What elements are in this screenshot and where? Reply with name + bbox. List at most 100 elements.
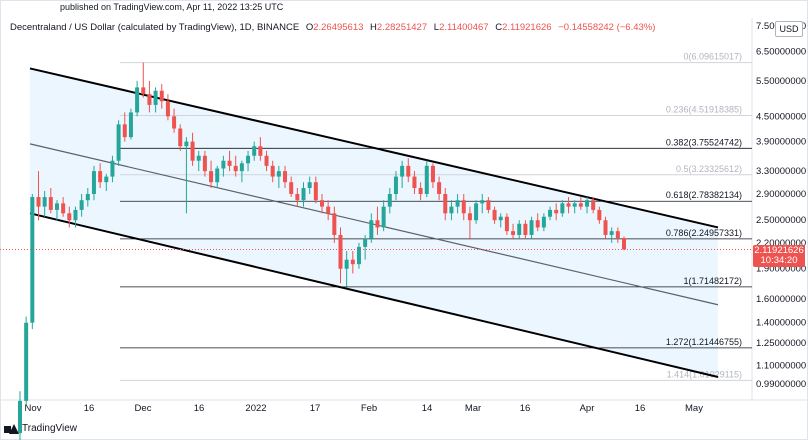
candle-body xyxy=(548,209,553,217)
candle-body xyxy=(122,124,127,138)
y-tick-label: 1.25000000 xyxy=(756,338,806,349)
candle-body xyxy=(591,200,596,210)
y-tick-label: 2.90000000 xyxy=(756,189,806,200)
candle-body xyxy=(246,155,251,164)
candle-body xyxy=(128,112,133,138)
candle-body xyxy=(585,200,590,207)
candle-body xyxy=(116,124,121,161)
candle-body xyxy=(252,146,257,156)
candle-body xyxy=(147,94,152,105)
tradingview-footer[interactable]: TradingView xyxy=(4,423,77,434)
candle-body xyxy=(578,203,583,207)
candle-body xyxy=(178,128,183,147)
candle-body xyxy=(455,200,460,207)
tradingview-logo-icon xyxy=(4,423,19,434)
candle-body xyxy=(258,146,263,156)
candle-body xyxy=(301,187,306,201)
symbol-title: Decentraland / US Dollar (calculated by … xyxy=(10,22,300,33)
close-label: C xyxy=(495,22,503,33)
x-tick-label: Dec xyxy=(135,403,152,414)
fib-label-0.236: 0.236(4.51918385) xyxy=(666,105,742,115)
symbol-legend[interactable]: Decentraland / US Dollar (calculated by … xyxy=(10,22,655,33)
candle-body xyxy=(221,160,226,169)
candle-body xyxy=(110,160,115,177)
candle-body xyxy=(165,101,170,117)
candle-body xyxy=(523,223,528,235)
bar-countdown: 10:34:20 xyxy=(760,255,798,266)
x-tick-label: Feb xyxy=(361,403,377,414)
y-tick-label: 3.90000000 xyxy=(756,137,806,148)
candle-body xyxy=(54,203,59,210)
candle-body xyxy=(295,193,300,201)
fib-label-0: 0(6.09615017) xyxy=(683,52,742,62)
footer-brand: TradingView xyxy=(22,423,78,434)
x-tick-label: Nov xyxy=(25,403,42,414)
x-tick-label: 16 xyxy=(520,403,531,414)
candle-body xyxy=(418,187,423,194)
candle-body xyxy=(430,165,435,183)
candle-body xyxy=(190,141,195,161)
fib-label-0.382: 0.382(3.75524742) xyxy=(666,137,742,147)
low-value: 2.11400467 xyxy=(439,22,489,33)
candle-body xyxy=(511,231,516,235)
publish-bar: published on TradingView.com, Apr 11, 20… xyxy=(0,0,808,14)
candle-body xyxy=(227,160,232,166)
x-tick-label: May xyxy=(685,403,703,414)
open-label: O xyxy=(305,22,314,33)
candle-body xyxy=(344,259,349,269)
candle-body xyxy=(61,203,66,214)
candle-body xyxy=(572,203,577,207)
candle-body xyxy=(289,182,294,194)
candle-body xyxy=(480,200,485,204)
candle-body xyxy=(461,200,466,214)
candle-body xyxy=(622,238,626,250)
high-value: 2.28251427 xyxy=(376,22,428,33)
candle-body xyxy=(615,231,620,239)
candle-body xyxy=(159,90,164,102)
fib-label-1: 1(1.71482172) xyxy=(683,276,742,286)
candle-body xyxy=(603,220,608,235)
change-value: −0.14558242 (−6.43%) xyxy=(558,22,656,33)
y-tick-label: 2.50000000 xyxy=(756,215,806,226)
candle-body xyxy=(566,203,571,207)
y-tick-label: 0.99000000 xyxy=(756,379,806,390)
candle-body xyxy=(424,165,429,194)
candle-body xyxy=(393,176,398,194)
candle-body xyxy=(492,209,497,221)
fib-label-0.5: 0.5(3.23325612) xyxy=(676,164,742,174)
y-tick-label: 3.30000000 xyxy=(756,166,806,177)
candle-body xyxy=(48,197,53,210)
last-price-value: 2.11921626 xyxy=(754,245,804,256)
y-tick-label: 5.50000000 xyxy=(756,76,806,87)
candle-body xyxy=(67,213,72,221)
candle-body xyxy=(350,259,355,265)
y-tick-label: 1.10000000 xyxy=(756,360,806,371)
x-tick-label: 2022 xyxy=(245,403,266,414)
low-label: L xyxy=(433,22,440,33)
candle-body xyxy=(474,203,479,221)
candle-body xyxy=(517,223,522,235)
candle-body xyxy=(400,165,405,177)
candle-body xyxy=(387,193,392,207)
currency-button[interactable]: USD xyxy=(775,21,803,37)
candle-body xyxy=(85,193,90,201)
candle-body xyxy=(332,213,337,235)
channel-middle-line xyxy=(29,143,719,306)
candle-body xyxy=(141,87,146,95)
candle-body xyxy=(529,220,534,235)
candle-body xyxy=(135,87,140,113)
candle-body xyxy=(356,246,361,265)
candle-body xyxy=(338,234,343,269)
candle-body xyxy=(443,193,448,214)
candle-body xyxy=(449,206,454,214)
y-tick-label: 6.50000000 xyxy=(756,46,806,57)
candle-body xyxy=(609,231,614,235)
candle-body xyxy=(79,200,84,210)
channel-upper-line xyxy=(29,67,719,229)
candle-body xyxy=(30,197,35,323)
x-tick-label: 16 xyxy=(194,403,205,414)
y-tick-label: 4.50000000 xyxy=(756,111,806,122)
candle-body xyxy=(406,165,411,177)
high-label: H xyxy=(370,22,377,33)
